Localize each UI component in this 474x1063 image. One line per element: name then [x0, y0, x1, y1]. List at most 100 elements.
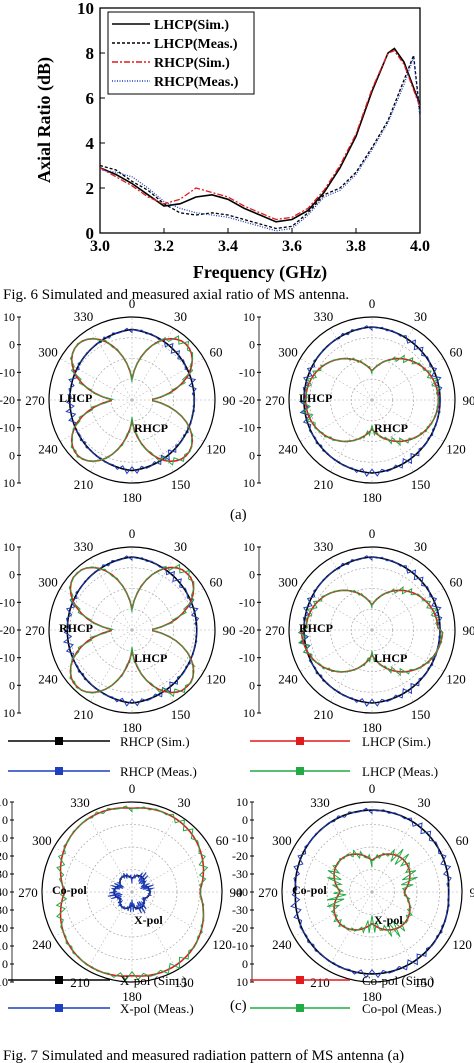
polar-plot-3: 0 30 60 90 120 150 180 210 240 270 300 330 10 0 -10 -20… — [0, 526, 236, 735]
polar-angle-label: 0 — [129, 296, 136, 311]
polar-spoke — [326, 891, 373, 971]
x-tick-label: 3.4 — [218, 238, 238, 255]
pattern-annotation: RHCP — [299, 621, 333, 635]
legend-swatch-marker — [55, 976, 63, 984]
legend-entry: X-pol (Sim.) — [120, 973, 186, 988]
polar-angle-label: 210 — [70, 975, 90, 990]
x-tick-label: 4.0 — [410, 238, 430, 255]
legend-entry: Co-pol (Sim.) — [362, 973, 434, 988]
radiation-pattern-legend: RHCP (Sim.) LHCP (Sim.) RHCP (Meas.) LHCP (… — [8, 734, 441, 1016]
pattern-annotation: Co-pol — [52, 883, 87, 897]
polar-spoke — [86, 813, 133, 893]
polar-plot-6: 0 30 60 90 120 150 180 210 240 270 300 330 10 0 -10 -20… — [232, 781, 474, 1004]
polar-radial-label: -30 — [0, 867, 8, 881]
polar-angle-label: 120 — [446, 442, 466, 457]
pattern-curve — [59, 807, 205, 977]
figure-7-caption: Fig. 7 Simulated and measured radiation … — [3, 1048, 404, 1063]
polar-angle-label: 60 — [456, 833, 469, 848]
polar-angle-label: 120 — [206, 672, 226, 687]
polar-plots-group: 0 30 60 90 120 150 180 210 240 270 300 330 10 0 -10 -20… — [0, 296, 474, 1004]
pattern-curve — [299, 555, 443, 707]
polar-spoke — [293, 891, 373, 938]
polar-angle-label: 210 — [314, 477, 334, 492]
polar-angle-label: 0 — [369, 526, 376, 541]
series-line-lhcpmeas — [99, 55, 421, 230]
polar-radial-label: -10 — [239, 365, 255, 379]
polar-angle-label: 60 — [210, 575, 223, 590]
polar-spoke — [330, 399, 373, 473]
legend: LHCP(Sim.) LHCP(Meas.) RHCP(Sim.) RHCP(Meas… — [107, 11, 255, 95]
polar-angle-label: 210 — [74, 707, 94, 722]
polar-angle-label: 150 — [174, 975, 194, 990]
polar-radial-label: 10 — [3, 706, 15, 720]
y-tick-label: 0 — [86, 224, 95, 243]
polar-angle-label: 150 — [171, 477, 191, 492]
legend-entry: RHCP(Sim.) — [154, 56, 230, 71]
y-axis-label: Axial Ratio (dB) — [34, 57, 55, 183]
polar-angle-label: 60 — [210, 345, 223, 360]
legend-entry: RHCP (Sim.) — [120, 734, 190, 749]
polar-plot-2: 0 30 60 90 120 150 180 210 240 270 300 330 10 0 -10 -20… — [239, 296, 474, 505]
polar-spoke — [86, 891, 133, 971]
pattern-curve — [327, 848, 418, 938]
pattern-curve — [297, 586, 444, 677]
polar-spoke — [330, 327, 373, 401]
polar-angle-label: 90 — [463, 623, 474, 638]
polar-angle-label: 330 — [310, 795, 330, 810]
pattern-annotation: LHCP — [134, 651, 167, 665]
pattern-curve — [290, 807, 452, 979]
polar-radial-label: 10 — [243, 540, 255, 554]
y-tick-labels: 0 2 4 6 8 10 — [77, 0, 105, 243]
polar-angle-label: 240 — [32, 937, 52, 952]
x-tick-label: 3.8 — [346, 238, 366, 255]
pattern-annotation: RHCP — [134, 421, 168, 435]
polar-angle-label: 30 — [414, 309, 427, 324]
legend-swatch-marker — [296, 737, 304, 745]
x-tick-label: 3.6 — [282, 238, 302, 255]
polar-angle-label: 180 — [122, 490, 142, 505]
polar-angle-label: 270 — [265, 393, 285, 408]
polar-radial-label: 0 — [242, 813, 248, 827]
polar-radial-label: -10 — [232, 831, 248, 845]
polar-radial-label: -10 — [239, 421, 255, 435]
series-line-rhcpmeas — [99, 57, 421, 232]
polar-angle-label: 90 — [230, 885, 243, 900]
polar-spoke — [326, 813, 373, 893]
polar-radial-label: -20 — [0, 921, 8, 935]
legend-entry: X-pol (Meas.) — [120, 1001, 194, 1016]
polar-angle-label: 90 — [463, 393, 474, 408]
polar-radial-label: 0 — [9, 338, 15, 352]
series-line-rhcpsim — [99, 50, 421, 221]
polar-radial-label: -20 — [239, 623, 255, 637]
polar-radial-label: 0 — [242, 957, 248, 971]
polar-radial-label: 10 — [243, 310, 255, 324]
legend-swatch-marker — [55, 1004, 63, 1012]
y-tick-label: 4 — [86, 134, 95, 153]
polar-radial-label: -10 — [239, 651, 255, 665]
polar-radial-label: -30 — [232, 903, 248, 917]
pattern-annotation: RHCP — [374, 421, 408, 435]
legend-box — [107, 11, 255, 95]
polar-angle-label: 240 — [278, 672, 298, 687]
polar-angle-label: 300 — [272, 833, 292, 848]
polar-angle-label: 270 — [265, 623, 285, 638]
polar-grid-circle — [288, 316, 456, 484]
polar-angle-label: 150 — [414, 975, 434, 990]
polar-angle-label: 300 — [32, 833, 52, 848]
polar-grid-circle — [48, 546, 216, 714]
pattern-curve — [294, 809, 450, 975]
polar-angle-label: 210 — [74, 477, 94, 492]
legend-entry: LHCP (Meas.) — [362, 764, 438, 779]
polar-radial-label: -10 — [239, 595, 255, 609]
polar-angle-label: 270 — [25, 393, 45, 408]
legend-entry: LHCP(Meas.) — [154, 37, 238, 52]
pattern-annotation: X-pol — [374, 913, 403, 927]
pattern-curve — [70, 337, 194, 463]
polar-angle-label: 300 — [278, 575, 298, 590]
polar-radial-label: -30 — [232, 867, 248, 881]
polar-spoke — [90, 629, 133, 703]
polar-radial-label: 10 — [0, 795, 8, 809]
polar-angle-label: 330 — [314, 539, 334, 554]
polar-spoke — [131, 327, 174, 401]
